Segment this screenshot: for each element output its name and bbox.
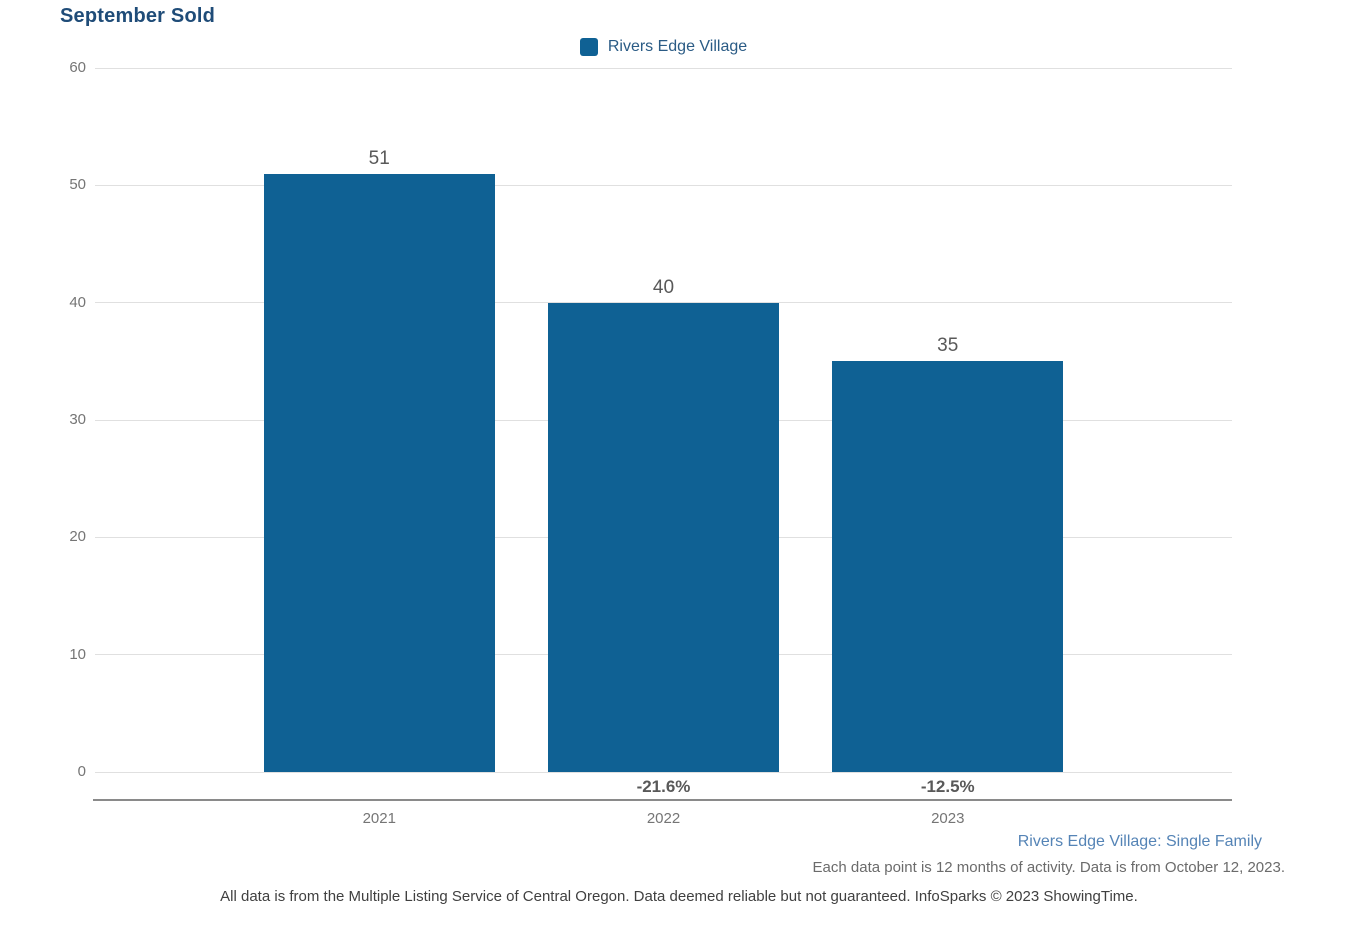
y-axis-tick-label: 0 — [77, 763, 86, 780]
legend-swatch-icon — [579, 38, 598, 56]
x-axis-line — [93, 799, 1232, 801]
y-gridline — [95, 771, 1232, 773]
y-axis-tick-label: 30 — [69, 411, 86, 428]
x-axis-tick-label: 2021 — [362, 810, 396, 827]
y-gridline — [95, 67, 1232, 69]
y-axis-tick-label: 10 — [69, 645, 86, 663]
chart-title: September Sold — [60, 5, 216, 27]
y-gridline — [95, 184, 1232, 186]
y-axis-tick-label: 40 — [69, 293, 86, 311]
pct-change-label: -21.6% — [636, 777, 691, 796]
x-axis-tick-label: 2022 — [646, 810, 681, 827]
legend[interactable]: Rivers Edge Village — [95, 36, 1232, 58]
bar-2021[interactable] — [263, 173, 495, 772]
footnote-activity-note: Each data point is 12 months of activity… — [812, 859, 1285, 876]
footnote-segment-label: Rivers Edge Village: Single Family — [1017, 833, 1262, 850]
bar-value-label: 35 — [937, 335, 959, 357]
x-axis-tick-label: 2023 — [931, 810, 965, 827]
pct-change-label: -12.5% — [920, 777, 975, 796]
footnote-disclaimer: All data is from the Multiple Listing Se… — [220, 888, 1138, 905]
bar-2022[interactable] — [548, 302, 779, 772]
bar-value-label: 51 — [368, 147, 390, 169]
y-axis-tick-label: 20 — [69, 528, 86, 546]
legend-label: Rivers Edge Village — [607, 38, 748, 55]
y-axis-tick-label: 50 — [69, 176, 86, 194]
y-axis-tick-label: 60 — [69, 59, 86, 76]
bar-2023[interactable] — [832, 361, 1064, 772]
bar-value-label: 40 — [652, 276, 675, 298]
